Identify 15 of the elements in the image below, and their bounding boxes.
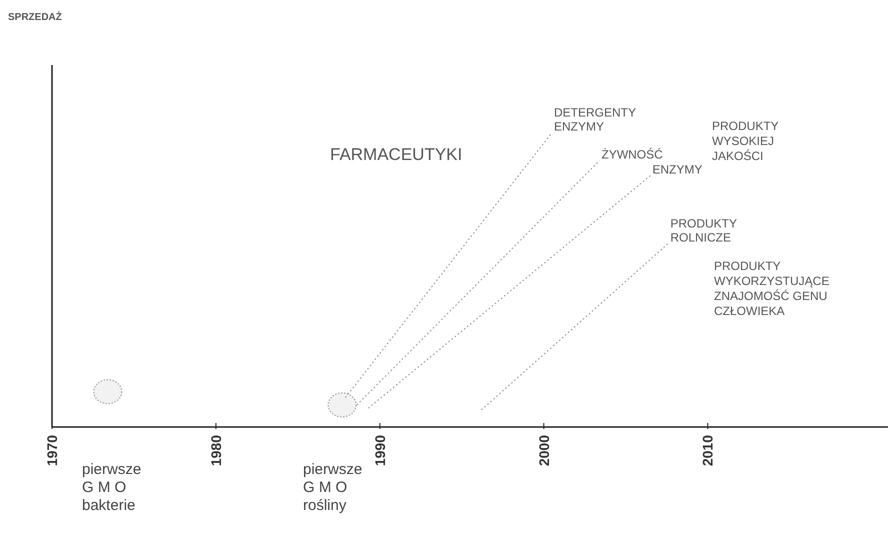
series-label: DETERGENTY ENZYMY — [554, 106, 636, 134]
annotation: PRODUKTY WYSOKIEJ JAKOŚCI — [712, 119, 779, 163]
x-tick-label: 2000 — [536, 434, 552, 466]
text: SPRZEDAŻ — [8, 11, 62, 23]
x-tick-label: 1980 — [208, 434, 224, 466]
annotation: PRODUKTY WYKORZYSTUJĄCE ZNAJOMOŚĆ GENU CZŁOWIEKA — [714, 259, 830, 318]
x-tick-label: 2010 — [700, 434, 716, 466]
series-label: PRODUKTY ROLNICZE — [670, 216, 738, 244]
series-label: ŻYWNOŚĆ — [602, 148, 664, 162]
text: pierwsze G M O rośliny — [303, 461, 362, 514]
x-tick-label: 1970 — [44, 434, 60, 466]
x-tick-label: 1990 — [372, 434, 388, 466]
annotation: FARMACEUTYKI — [330, 145, 462, 164]
series-label: ENZYMY — [652, 162, 702, 177]
text: pierwsze G M O bakterie — [82, 461, 142, 514]
